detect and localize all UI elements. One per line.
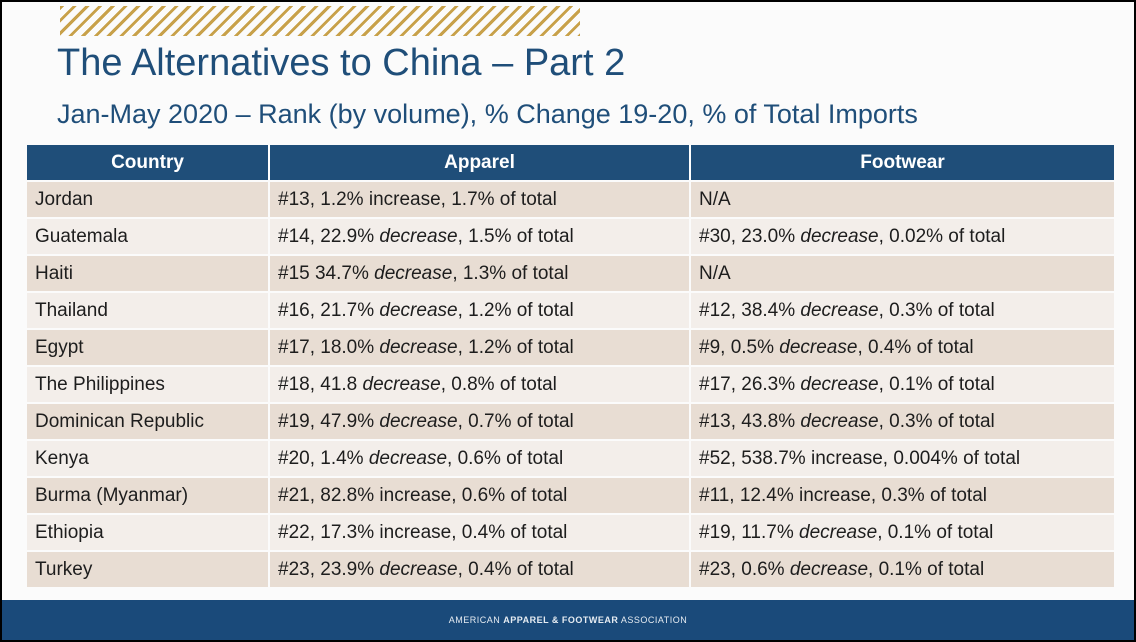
slide-title: The Alternatives to China – Part 2 (57, 42, 626, 84)
apparel-cell: #15 34.7% decrease, 1.3% of total (268, 254, 689, 291)
footwear-cell: #19, 11.7% decrease, 0.1% of total (689, 513, 1114, 550)
country-cell: The Philippines (27, 365, 268, 402)
country-cell: Guatemala (27, 217, 268, 254)
footer-bar: AMERICAN APPAREL & FOOTWEAR ASSOCIATION (2, 600, 1134, 640)
apparel-cell: #14, 22.9% decrease, 1.5% of total (268, 217, 689, 254)
table-row: Haiti #15 34.7% decrease, 1.3% of total … (27, 254, 1114, 291)
country-cell: Dominican Republic (27, 402, 268, 439)
apparel-cell: #22, 17.3% increase, 0.4% of total (268, 513, 689, 550)
table-row: Thailand #16, 21.7% decrease, 1.2% of to… (27, 291, 1114, 328)
footwear-cell: #13, 43.8% decrease, 0.3% of total (689, 402, 1114, 439)
table-row: Guatemala #14, 22.9% decrease, 1.5% of t… (27, 217, 1114, 254)
imports-table: Country Apparel Footwear Jordan #13, 1.2… (27, 145, 1114, 587)
footwear-cell: #23, 0.6% decrease, 0.1% of total (689, 550, 1114, 587)
country-cell: Burma (Myanmar) (27, 476, 268, 513)
table-row: Burma (Myanmar) #21, 82.8% increase, 0.6… (27, 476, 1114, 513)
decorative-hatch-bar (60, 6, 580, 36)
country-cell: Thailand (27, 291, 268, 328)
country-cell: Jordan (27, 180, 268, 217)
slide-subtitle: Jan-May 2020 – Rank (by volume), % Chang… (57, 99, 918, 129)
footwear-cell: #12, 38.4% decrease, 0.3% of total (689, 291, 1114, 328)
country-cell: Kenya (27, 439, 268, 476)
apparel-cell: #16, 21.7% decrease, 1.2% of total (268, 291, 689, 328)
country-cell: Ethiopia (27, 513, 268, 550)
footwear-cell: #52, 538.7% increase, 0.004% of total (689, 439, 1114, 476)
apparel-cell: #18, 41.8 decrease, 0.8% of total (268, 365, 689, 402)
header-footwear: Footwear (689, 145, 1114, 180)
table-row: Egypt #17, 18.0% decrease, 1.2% of total… (27, 328, 1114, 365)
country-cell: Haiti (27, 254, 268, 291)
table-row: Dominican Republic #19, 47.9% decrease, … (27, 402, 1114, 439)
apparel-cell: #21, 82.8% increase, 0.6% of total (268, 476, 689, 513)
apparel-cell: #13, 1.2% increase, 1.7% of total (268, 180, 689, 217)
table-row: Turkey #23, 23.9% decrease, 0.4% of tota… (27, 550, 1114, 587)
footwear-cell: N/A (689, 254, 1114, 291)
footwear-cell: #17, 26.3% decrease, 0.1% of total (689, 365, 1114, 402)
footwear-cell: #11, 12.4% increase, 0.3% of total (689, 476, 1114, 513)
country-cell: Turkey (27, 550, 268, 587)
country-cell: Egypt (27, 328, 268, 365)
apparel-cell: #23, 23.9% decrease, 0.4% of total (268, 550, 689, 587)
table-row: The Philippines #18, 41.8 decrease, 0.8%… (27, 365, 1114, 402)
table-header-row: Country Apparel Footwear (27, 145, 1114, 180)
footwear-cell: #30, 23.0% decrease, 0.02% of total (689, 217, 1114, 254)
table-row: Jordan #13, 1.2% increase, 1.7% of total… (27, 180, 1114, 217)
footwear-cell: N/A (689, 180, 1114, 217)
apparel-cell: #19, 47.9% decrease, 0.7% of total (268, 402, 689, 439)
table-row: Ethiopia #22, 17.3% increase, 0.4% of to… (27, 513, 1114, 550)
header-country: Country (27, 145, 268, 180)
apparel-cell: #20, 1.4% decrease, 0.6% of total (268, 439, 689, 476)
association-name: AMERICAN APPAREL & FOOTWEAR ASSOCIATION (448, 615, 688, 625)
header-apparel: Apparel (268, 145, 689, 180)
table-row: Kenya #20, 1.4% decrease, 0.6% of total … (27, 439, 1114, 476)
apparel-cell: #17, 18.0% decrease, 1.2% of total (268, 328, 689, 365)
footwear-cell: #9, 0.5% decrease, 0.4% of total (689, 328, 1114, 365)
